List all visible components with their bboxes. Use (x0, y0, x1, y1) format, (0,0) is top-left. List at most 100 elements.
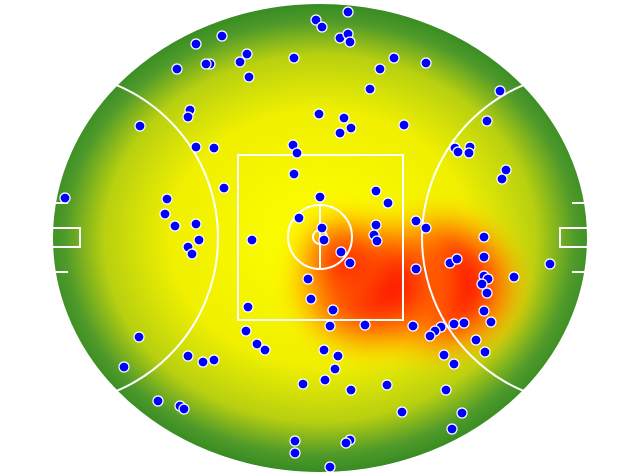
point (190, 38, 202, 50)
point (420, 57, 432, 69)
point (345, 122, 357, 134)
point (293, 212, 305, 224)
point (342, 6, 354, 18)
point (251, 338, 263, 350)
point (302, 273, 314, 285)
point (327, 304, 339, 316)
point (234, 56, 246, 68)
point (485, 316, 497, 328)
point (291, 147, 303, 159)
point (324, 461, 336, 473)
point (246, 234, 258, 246)
point (297, 378, 309, 390)
point (318, 344, 330, 356)
point (178, 403, 190, 415)
point (388, 52, 400, 64)
point (169, 220, 181, 232)
point (218, 182, 230, 194)
point (479, 346, 491, 358)
point (133, 331, 145, 343)
point (338, 112, 350, 124)
point (496, 173, 508, 185)
point (208, 354, 220, 366)
point (494, 85, 506, 97)
point (288, 168, 300, 180)
point (481, 115, 493, 127)
point (316, 222, 328, 234)
point (329, 363, 341, 375)
point (134, 120, 146, 132)
point (288, 52, 300, 64)
point (410, 263, 422, 275)
point (371, 235, 383, 247)
point (344, 257, 356, 269)
point (420, 222, 432, 234)
point (438, 349, 450, 361)
point (216, 30, 228, 42)
point (359, 319, 371, 331)
point (478, 305, 490, 317)
point (289, 435, 301, 447)
point (544, 258, 556, 270)
point (193, 234, 205, 246)
point (448, 318, 460, 330)
point (182, 350, 194, 362)
point (370, 219, 382, 231)
point (190, 141, 202, 153)
point (398, 119, 410, 131)
point (440, 384, 452, 396)
point (182, 111, 194, 123)
point (324, 320, 336, 332)
point (345, 384, 357, 396)
point (335, 246, 347, 258)
point (334, 127, 346, 139)
point (118, 361, 130, 373)
point (382, 197, 394, 209)
point (463, 147, 475, 159)
point (243, 71, 255, 83)
point (310, 14, 322, 26)
point (313, 108, 325, 120)
point (159, 208, 171, 220)
point (242, 301, 254, 313)
point (152, 395, 164, 407)
point (374, 63, 386, 75)
point (500, 164, 512, 176)
point (407, 320, 419, 332)
point (161, 193, 173, 205)
point (396, 406, 408, 418)
point (200, 58, 212, 70)
point (305, 293, 317, 305)
point (259, 344, 271, 356)
point (340, 437, 352, 449)
point (190, 218, 202, 230)
point (241, 48, 253, 60)
point (381, 379, 393, 391)
point (446, 423, 458, 435)
point (364, 83, 376, 95)
point (451, 253, 463, 265)
point (452, 146, 464, 158)
point (448, 358, 460, 370)
point (240, 325, 252, 337)
point (456, 407, 468, 419)
point (458, 317, 470, 329)
point (319, 374, 331, 386)
point (370, 185, 382, 197)
point (481, 287, 493, 299)
point (208, 142, 220, 154)
point (314, 191, 326, 203)
point (344, 36, 356, 48)
point (59, 192, 71, 204)
point (470, 334, 482, 346)
point (478, 251, 490, 263)
point (410, 215, 422, 227)
point (318, 234, 330, 246)
point (424, 330, 436, 342)
point (478, 231, 490, 243)
point (171, 63, 183, 75)
point (476, 278, 488, 290)
point (197, 356, 209, 368)
